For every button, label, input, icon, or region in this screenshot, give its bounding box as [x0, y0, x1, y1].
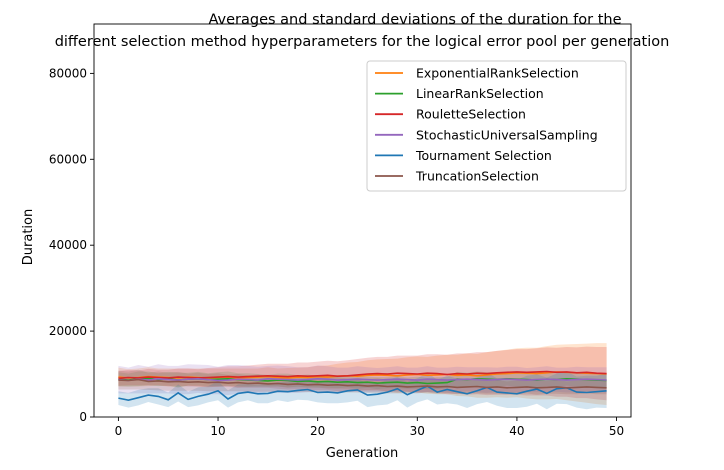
x-tick-label: 10: [210, 424, 225, 438]
plot-frame: [93, 23, 632, 418]
y-axis-label: Duration: [21, 209, 36, 265]
legend-label: TruncationSelection: [415, 169, 539, 184]
x-tick-label: 0: [115, 424, 123, 438]
chart-title-line-1: Averages and standard deviations of the …: [208, 12, 621, 28]
y-tick-label: 80000: [49, 66, 87, 80]
legend: ExponentialRankSelection LinearRankSelect…: [366, 60, 627, 192]
series-line-4: [118, 385, 607, 402]
y-tick-label: 20000: [49, 324, 87, 338]
std-band-4: [118, 371, 607, 410]
x-tick-label: 50: [609, 424, 624, 438]
x-tick-label: 20: [310, 424, 325, 438]
series-line-2: [118, 370, 607, 380]
x-tick-label: 40: [509, 424, 524, 438]
y-tick-label: 40000: [49, 238, 87, 252]
legend-label: ExponentialRankSelection: [416, 66, 579, 81]
chart-title-line-2: different selection method hyperparamete…: [55, 34, 670, 50]
series-line-5: [118, 378, 607, 389]
series-line-3: [118, 377, 607, 382]
axes: 0 10 20 30 40 50 0 20000 40000 60000 80000: [49, 23, 632, 438]
series-lines: [118, 370, 607, 402]
x-axis-label: Generation: [326, 446, 399, 461]
legend-box: [366, 60, 627, 192]
legend-label: Tournament Selection: [415, 148, 552, 163]
y-tick-label: 0: [79, 410, 87, 424]
legend-label: StochasticUniversalSampling: [416, 127, 598, 142]
legend-label: LinearRankSelection: [416, 86, 544, 101]
legend-label: RouletteSelection: [416, 107, 526, 122]
y-tick-label: 60000: [49, 152, 87, 166]
x-tick-label: 30: [410, 424, 425, 438]
